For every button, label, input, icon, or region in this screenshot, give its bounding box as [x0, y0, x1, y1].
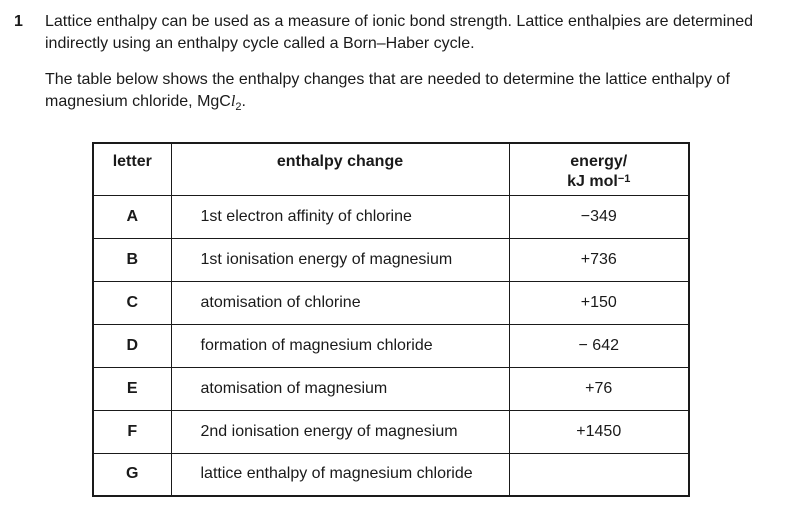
letter-cell: E	[92, 366, 172, 411]
energy-unit: kJ mol	[567, 173, 618, 190]
intro-line-1: Lattice enthalpy can be used as a measur…	[45, 13, 754, 30]
enthalpy-change-cell: formation of magnesium chloride	[170, 323, 510, 368]
lead-in-line-2-suffix: .	[241, 93, 246, 110]
letter-cell: G	[92, 452, 172, 497]
table-header-energy: energy/ kJ mol−1	[508, 142, 690, 196]
enthalpy-change-cell: 1st ionisation energy of magnesium	[170, 237, 510, 282]
table-header-letter: letter	[92, 142, 172, 196]
energy-cell: +736	[508, 237, 690, 282]
letter-cell: A	[92, 194, 172, 239]
table-row-B: B 1st ionisation energy of magnesium +73…	[92, 237, 690, 282]
enthalpy-change-cell: atomisation of chlorine	[170, 280, 510, 325]
table-row-G: G lattice enthalpy of magnesium chloride	[92, 452, 690, 497]
table-row-E: E atomisation of magnesium +76	[92, 366, 690, 411]
letter-cell: C	[92, 280, 172, 325]
energy-cell: −349	[508, 194, 690, 239]
table-header-row: letter enthalpy change energy/ kJ mol−1	[92, 142, 690, 196]
letter-cell: D	[92, 323, 172, 368]
table-row-D: D formation of magnesium chloride − 642	[92, 323, 690, 368]
energy-cell: +150	[508, 280, 690, 325]
formula-subscript: 2	[235, 101, 242, 113]
letter-cell: B	[92, 237, 172, 282]
lead-in-line-2-prefix: magnesium chloride, MgC	[45, 93, 231, 110]
enthalpy-change-cell: 2nd ionisation energy of magnesium	[170, 409, 510, 454]
intro-line-2: indirectly using an enthalpy cycle calle…	[45, 35, 475, 52]
energy-cell: +1450	[508, 409, 690, 454]
chlorine-italic-l: l	[230, 93, 236, 110]
lead-in-line-1: The table below shows the enthalpy chang…	[45, 71, 730, 88]
energy-unit-exponent: −1	[617, 173, 631, 185]
table-lead-in-paragraph: The table below shows the enthalpy chang…	[45, 69, 785, 113]
enthalpy-change-cell: lattice enthalpy of magnesium chloride	[170, 452, 510, 497]
enthalpy-change-cell: atomisation of magnesium	[170, 366, 510, 411]
table-header-energy-line2: kJ mol−1	[510, 172, 689, 192]
table-row-F: F 2nd ionisation energy of magnesium +14…	[92, 409, 690, 454]
letter-cell: F	[92, 409, 172, 454]
question-number: 1	[14, 13, 23, 30]
table-row-A: A 1st electron affinity of chlorine −349	[92, 194, 690, 239]
energy-cell	[508, 452, 690, 497]
table-header-energy-line1: energy/	[570, 153, 628, 170]
intro-paragraph: Lattice enthalpy can be used as a measur…	[45, 11, 785, 55]
table-header-enthalpy-change: enthalpy change	[170, 142, 510, 196]
enthalpy-table: letter enthalpy change energy/ kJ mol−1 …	[92, 142, 690, 497]
table-row-C: C atomisation of chlorine +150	[92, 280, 690, 325]
energy-cell: − 642	[508, 323, 690, 368]
enthalpy-change-cell: 1st electron affinity of chlorine	[170, 194, 510, 239]
energy-cell: +76	[508, 366, 690, 411]
